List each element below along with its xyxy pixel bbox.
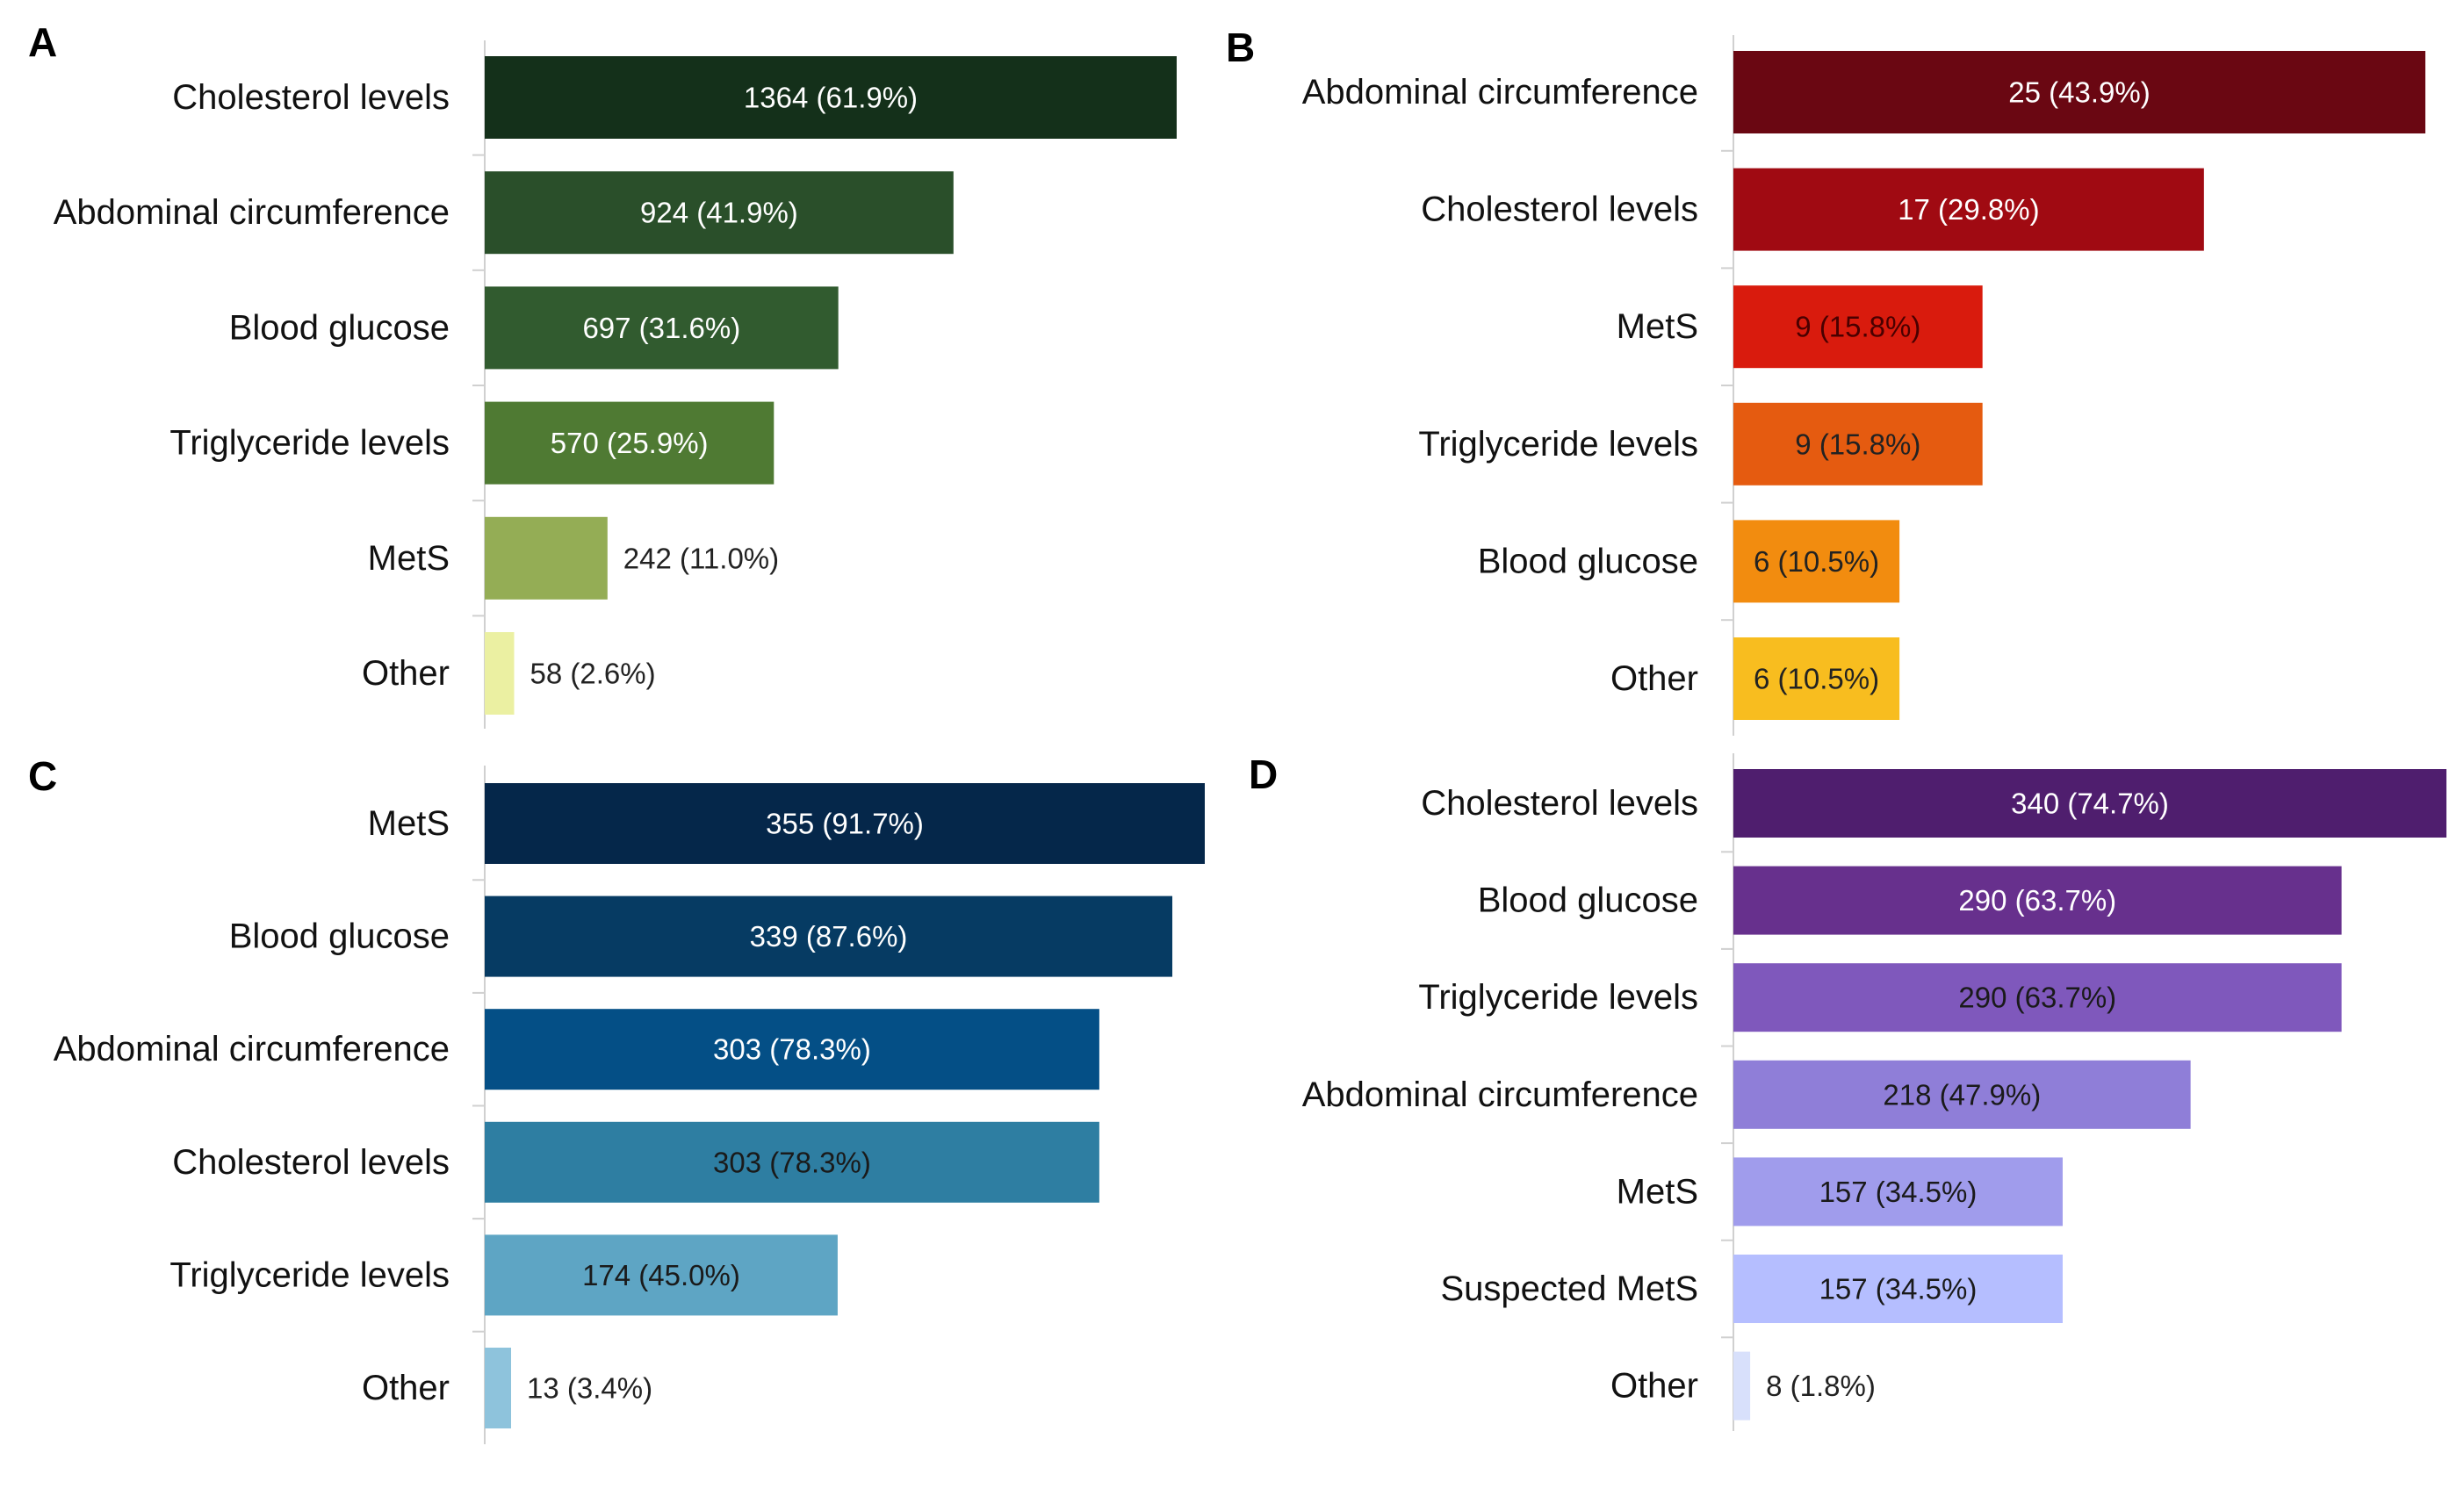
panel-letter-d: D: [1249, 752, 1278, 797]
data-label: 218 (47.9%): [1883, 1078, 2041, 1111]
data-label: 174 (45.0%): [582, 1259, 740, 1291]
category-label: Cholesterol levels: [1421, 191, 1698, 229]
category-label: MetS: [1617, 1172, 1698, 1211]
category-label: Cholesterol levels: [172, 1143, 450, 1182]
category-label: Abdominal circumference: [54, 193, 450, 232]
bar: [1733, 769, 2446, 838]
data-label: 6 (10.5%): [1754, 545, 1879, 578]
panel-letter-b: B: [1226, 25, 1255, 70]
category-label: Other: [362, 654, 450, 693]
data-label: 242 (11.0%): [623, 542, 779, 574]
bar: [485, 1121, 1099, 1203]
data-label: 17 (29.8%): [1898, 193, 2039, 226]
plot-panel-a: Cholesterol levels 1364 (61.9%) Abdominal …: [54, 40, 1177, 729]
plot-panel-d: Cholesterol levels 340 (74.7%) Blood gluco…: [1302, 753, 2446, 1431]
category-label: Cholesterol levels: [172, 78, 450, 117]
bar: [485, 1234, 838, 1316]
data-label: 9 (15.8%): [1795, 428, 1920, 460]
data-label: 9 (15.8%): [1795, 311, 1920, 343]
panel-letter-c: C: [28, 753, 57, 799]
panel-d: D Cholesterol levels 340 (74.7%) Blood glu…: [1249, 752, 2446, 1431]
bar: [485, 516, 608, 600]
bar: [1733, 637, 1900, 720]
data-label: 25 (43.9%): [2008, 76, 2150, 109]
bar: [485, 783, 1205, 864]
bar: [1733, 285, 1983, 369]
data-label: 340 (74.7%): [2011, 788, 2169, 820]
data-label: 6 (10.5%): [1754, 663, 1879, 695]
data-label: 303 (78.3%): [713, 1146, 871, 1178]
category-label: Blood glucose: [229, 917, 450, 956]
data-label: 570 (25.9%): [551, 427, 709, 459]
bar: [485, 401, 775, 485]
bar: [485, 1348, 512, 1428]
data-label: 157 (34.5%): [1819, 1273, 1978, 1306]
bar: [1733, 520, 1900, 603]
category-label: Triglyceride levels: [1418, 978, 1698, 1017]
plot-panel-c: MetS 355 (91.7%) Blood glucose 339 (87.6%) A…: [54, 766, 1205, 1444]
bar: [1733, 402, 1983, 486]
data-label: 290 (63.7%): [1958, 884, 2116, 917]
category-label: Abdominal circumference: [54, 1030, 450, 1068]
plot-panel-b: Abdominal circumference 25 (43.9%) Cholest…: [1302, 35, 2425, 736]
data-label: 157 (34.5%): [1819, 1176, 1978, 1208]
bar: [485, 1009, 1099, 1090]
panel-c: C MetS 355 (91.7%) Blood glucose 339 (87.6%…: [28, 753, 1205, 1444]
data-label: 697 (31.6%): [582, 312, 740, 344]
bar: [1733, 1351, 1751, 1421]
category-label: Blood glucose: [1478, 542, 1698, 580]
category-label: Triglyceride levels: [1418, 425, 1698, 464]
category-label: MetS: [368, 539, 450, 578]
panel-letter-a: A: [28, 19, 57, 65]
bar: [485, 171, 954, 255]
bar: [1733, 1060, 2191, 1129]
panel-a: A Cholesterol levels 1364 (61.9%) Abdomina…: [28, 19, 1177, 729]
bar: [485, 632, 515, 715]
bar: [1733, 51, 2425, 133]
panel-b: B Abdominal circumference 25 (43.9%) Chole…: [1226, 25, 2425, 736]
category-label: Triglyceride levels: [169, 424, 450, 463]
data-label: 339 (87.6%): [750, 920, 908, 953]
bar: [1733, 1157, 2063, 1226]
category-label: MetS: [368, 804, 450, 843]
bar: [1733, 1255, 2063, 1323]
bar: [1733, 963, 2342, 1032]
category-label: Other: [1610, 659, 1698, 698]
category-label: Other: [362, 1369, 450, 1407]
data-label: 13 (3.4%): [527, 1372, 652, 1405]
bar: [485, 286, 839, 370]
category-label: Abdominal circumference: [1302, 73, 1698, 111]
data-label: 924 (41.9%): [640, 197, 798, 229]
data-label: 303 (78.3%): [713, 1033, 871, 1066]
category-label: MetS: [1617, 307, 1698, 346]
data-label: 355 (91.7%): [766, 808, 924, 840]
category-label: Suspected MetS: [1441, 1270, 1699, 1308]
category-label: Triglyceride levels: [169, 1255, 450, 1294]
bar: [485, 896, 1173, 977]
data-label: 290 (63.7%): [1958, 982, 2116, 1014]
category-label: Other: [1610, 1367, 1698, 1406]
data-label: 58 (2.6%): [530, 658, 656, 690]
category-label: Abdominal circumference: [1302, 1075, 1698, 1114]
bar: [1733, 168, 2204, 251]
data-label: 8 (1.8%): [1766, 1370, 1876, 1402]
category-label: Cholesterol levels: [1421, 784, 1698, 823]
category-label: Blood glucose: [229, 308, 450, 347]
bar: [1733, 866, 2342, 935]
data-label: 1364 (61.9%): [744, 82, 918, 114]
bar: [485, 56, 1177, 139]
category-label: Blood glucose: [1478, 881, 1698, 920]
